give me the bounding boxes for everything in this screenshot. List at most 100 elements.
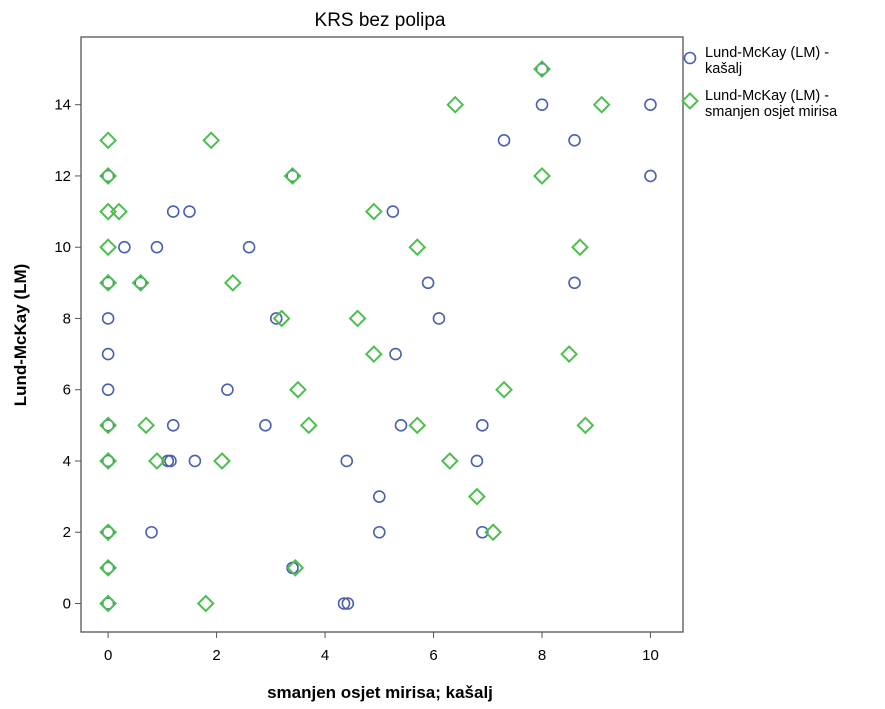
plot-area — [80, 36, 684, 633]
data-point-diamond — [364, 345, 383, 364]
data-point-diamond — [440, 452, 459, 470]
data-point-circle — [476, 525, 489, 539]
y-tick-label: 4 — [63, 453, 71, 470]
data-point-diamond — [560, 345, 579, 364]
data-point-circle — [386, 205, 400, 218]
data-point-diamond — [99, 131, 118, 150]
x-tick-label: 10 — [642, 647, 659, 664]
data-point-circle — [341, 597, 355, 610]
data-point-diamond — [571, 238, 589, 257]
data-point-diamond — [446, 95, 465, 114]
data-point-circle — [259, 419, 272, 432]
legend-label: Lund-McKay (LM) -smanjen osjet mirisa — [705, 88, 838, 120]
x-axis-title: smanjen osjet mirisa; kašalj — [267, 683, 493, 702]
data-point-diamond — [348, 309, 367, 328]
data-point-diamond — [99, 452, 118, 470]
legend: Lund-McKay (LM) -kašalj Lund-McKay (LM) -… — [681, 45, 838, 120]
x-tick-label: 6 — [429, 647, 437, 664]
data-point-diamond — [99, 594, 118, 613]
data-point-circle — [101, 597, 115, 610]
data-point-diamond — [408, 238, 427, 257]
data-point-diamond — [467, 487, 486, 506]
data-point-circle — [644, 98, 657, 111]
data-point-circle — [497, 134, 511, 147]
data-point-diamond — [99, 167, 118, 185]
data-point-diamond — [299, 416, 318, 435]
data-point-circle — [389, 347, 402, 361]
y-axis-title: Lund-McKay (LM) — [11, 264, 30, 407]
data-markers — [99, 60, 657, 613]
x-axis: 0 2 4 6 8 10 — [104, 632, 659, 664]
data-point-circle — [535, 98, 549, 111]
data-point-diamond — [213, 452, 231, 470]
x-tick-label: 0 — [104, 647, 112, 664]
x-tick-label: 4 — [321, 647, 329, 664]
legend-marker — [681, 92, 699, 110]
data-point-diamond — [99, 416, 118, 435]
data-point-circle — [568, 276, 581, 290]
data-point-diamond — [99, 558, 118, 577]
x-tick-label: 2 — [212, 647, 220, 664]
y-axis: 0 2 4 6 8 10 12 14 — [54, 97, 81, 612]
data-point-diamond — [110, 202, 128, 221]
data-point-diamond — [484, 523, 503, 542]
data-point-circle — [118, 240, 131, 254]
y-tick-label: 6 — [63, 382, 71, 399]
data-point-circle — [150, 240, 164, 254]
y-tick-label: 14 — [54, 97, 71, 114]
data-point-diamond — [289, 380, 307, 399]
y-tick-label: 8 — [63, 310, 71, 327]
data-point-circle — [188, 454, 202, 468]
data-point-circle — [101, 312, 115, 325]
x-tick-label: 8 — [538, 647, 546, 664]
data-point-circle — [568, 134, 581, 147]
data-point-diamond — [286, 558, 305, 577]
data-point-diamond — [495, 380, 513, 399]
data-point-circle — [372, 525, 386, 539]
data-point-circle — [644, 169, 657, 183]
data-point-circle — [166, 419, 180, 432]
data-point-circle — [470, 454, 484, 468]
data-point-circle — [101, 276, 115, 290]
data-point-circle — [221, 383, 234, 397]
data-point-circle — [101, 347, 115, 361]
data-point-diamond — [148, 452, 166, 470]
data-point-diamond — [576, 416, 595, 435]
data-point-diamond — [131, 273, 150, 292]
data-point-diamond — [137, 416, 155, 435]
data-point-diamond — [99, 238, 118, 257]
legend-marker — [683, 51, 697, 65]
data-point-circle — [101, 454, 115, 468]
data-point-diamond — [592, 95, 611, 114]
y-tick-label: 10 — [54, 239, 71, 256]
chart-title: KRS bez polipa — [315, 10, 446, 31]
data-point-circle — [101, 561, 115, 575]
data-point-diamond — [202, 131, 221, 150]
data-point-circle — [394, 419, 408, 432]
data-point-diamond — [99, 523, 118, 542]
data-point-circle — [535, 62, 549, 76]
data-point-diamond — [364, 202, 383, 221]
legend-label: Lund-McKay (LM) -kašalj — [705, 45, 829, 77]
data-point-circle — [166, 205, 180, 218]
data-point-diamond — [408, 416, 427, 435]
data-point-circle — [337, 597, 351, 610]
data-point-diamond — [283, 167, 302, 185]
data-point-circle — [269, 312, 283, 325]
data-point-circle — [340, 454, 354, 468]
data-point-circle — [372, 490, 386, 503]
data-point-circle — [101, 169, 115, 183]
y-tick-label: 12 — [54, 168, 71, 185]
y-tick-label: 0 — [63, 595, 71, 612]
data-point-circle — [145, 525, 158, 539]
data-point-circle — [476, 419, 489, 432]
data-point-circle — [101, 383, 115, 397]
data-point-diamond — [533, 60, 551, 78]
data-point-diamond — [99, 273, 118, 292]
data-point-diamond — [196, 594, 215, 613]
data-point-circle — [242, 240, 256, 254]
data-point-circle — [101, 525, 115, 539]
y-tick-label: 2 — [63, 524, 71, 541]
data-point-diamond — [223, 273, 242, 292]
